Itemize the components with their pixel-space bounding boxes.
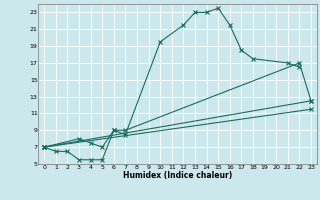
X-axis label: Humidex (Indice chaleur): Humidex (Indice chaleur) <box>123 171 232 180</box>
